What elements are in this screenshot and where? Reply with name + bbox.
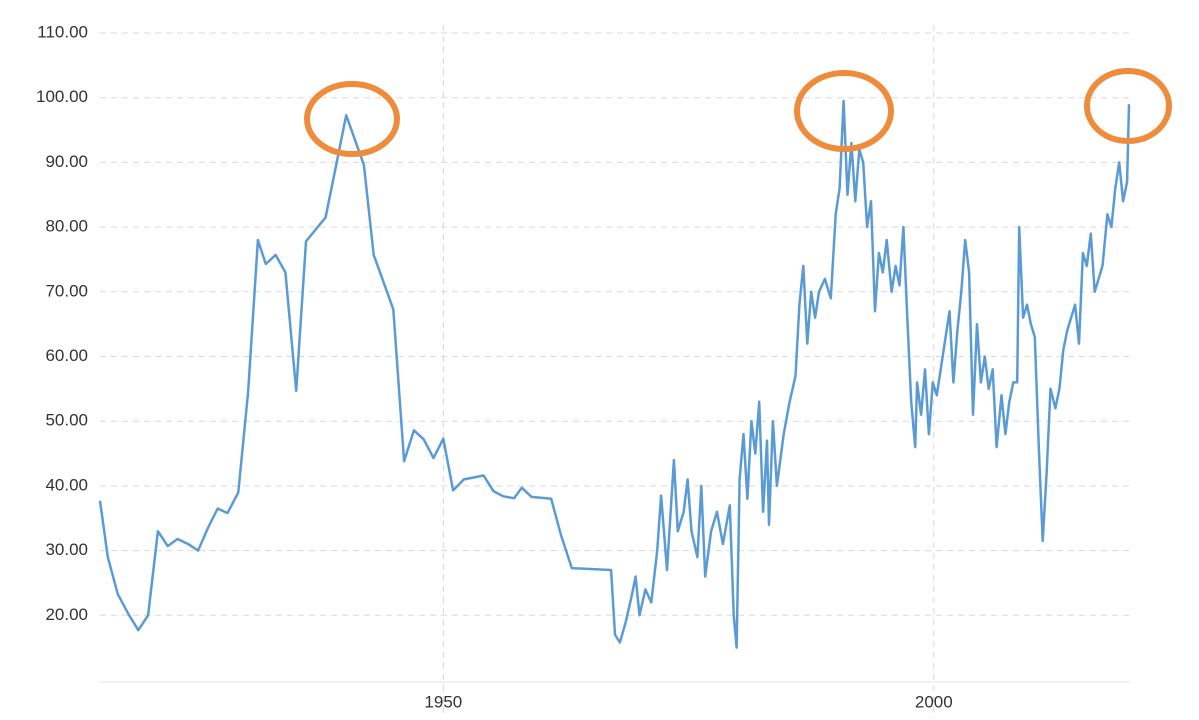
- y-tick-label: 70.00: [45, 281, 88, 300]
- x-tick-label: 2000: [915, 692, 953, 711]
- highlight-ring: [1084, 68, 1172, 144]
- y-tick-label: 40.00: [45, 475, 88, 494]
- y-tick-label: 60.00: [45, 346, 88, 365]
- y-tick-label: 20.00: [45, 605, 88, 624]
- y-tick-label: 30.00: [45, 540, 88, 559]
- y-tick-label: 50.00: [45, 411, 88, 430]
- x-tick-label: 1950: [424, 692, 462, 711]
- y-tick-label: 110.00: [37, 22, 88, 41]
- y-tick-label: 90.00: [45, 152, 88, 171]
- series-line: [98, 99, 1131, 649]
- y-tick-label: 100.00: [36, 87, 88, 106]
- y-tick-label: 80.00: [45, 217, 88, 236]
- plot-area: 20.00 30.00 40.00 50.00 60.00 70.00 80.00 90.00…: [36, 22, 1131, 718]
- highlight-ring: [304, 81, 400, 157]
- highlight-ring: [794, 70, 894, 152]
